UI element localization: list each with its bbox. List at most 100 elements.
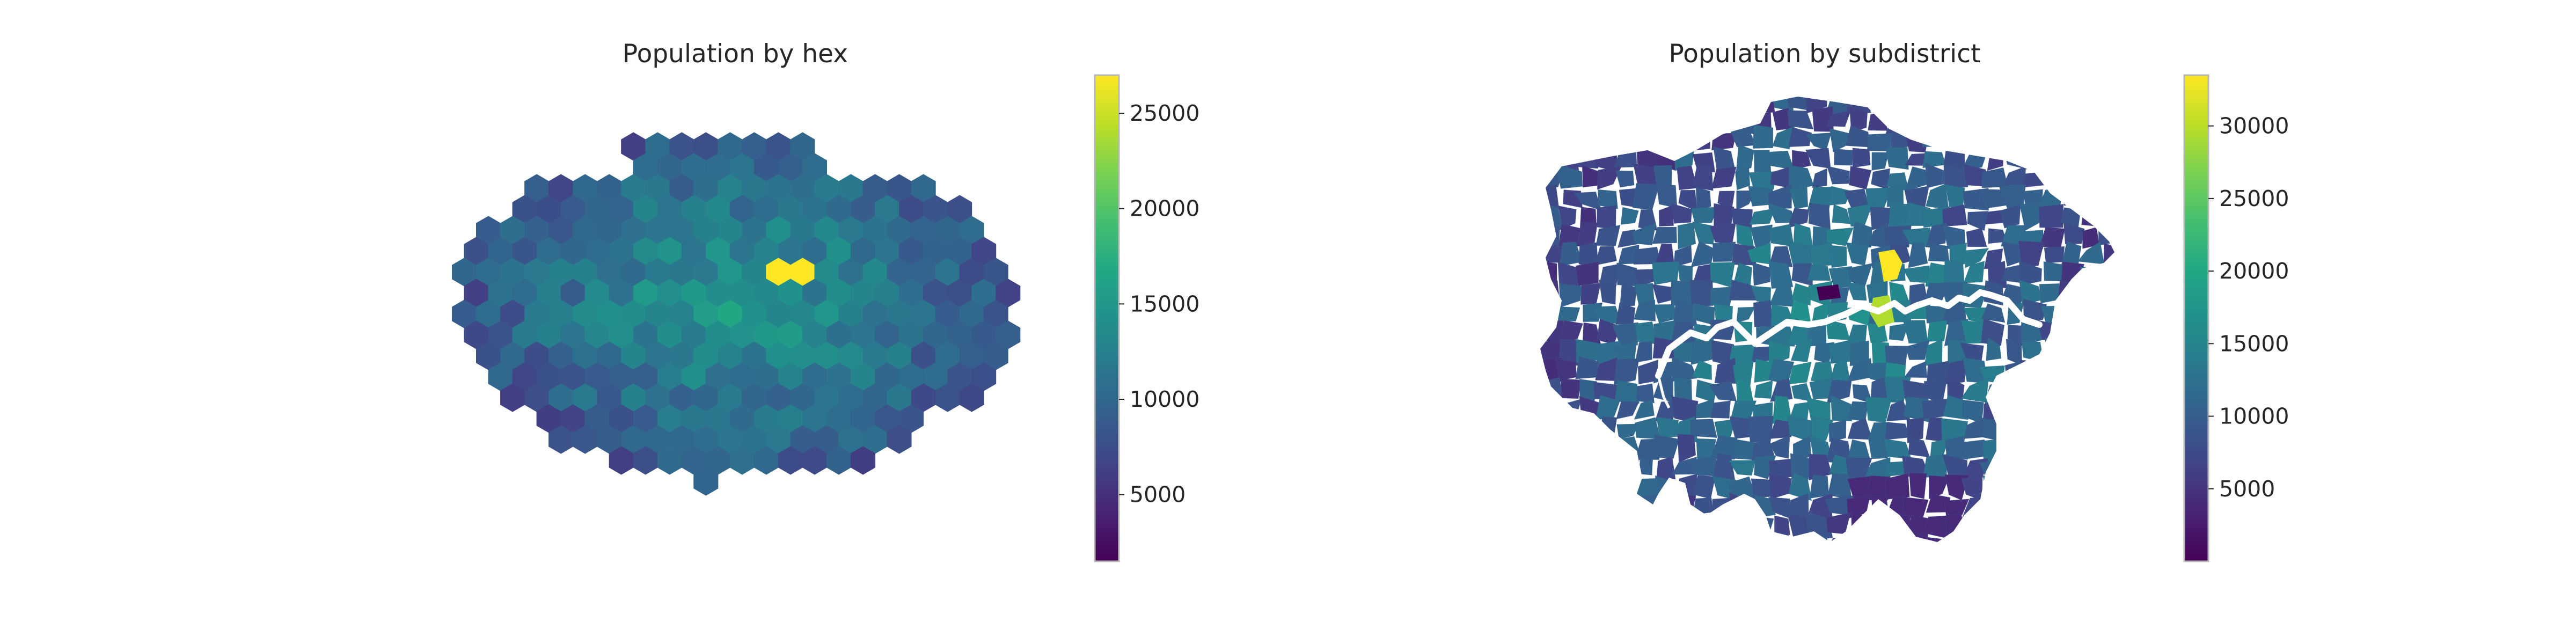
subdistrict [2043, 261, 2065, 282]
subdistrict [1960, 515, 1986, 538]
subdistrict [2077, 149, 2102, 173]
subdistrict [1615, 534, 1637, 542]
hex-map [452, 132, 1021, 496]
subdistrict [1809, 474, 1829, 499]
subdistrict [2095, 321, 2114, 347]
subdistrict [1999, 495, 2026, 518]
subdistrict [2044, 246, 2065, 264]
subdistrict [1595, 435, 1622, 460]
subdistrict [2101, 536, 2114, 542]
subdistrict [1599, 264, 1620, 286]
colorbar-tick-label: 25000 [2219, 186, 2289, 211]
subdistrict [1593, 495, 1620, 519]
subdistrict [1866, 531, 1887, 542]
subdistrict [1554, 163, 1583, 189]
subdistrict [1980, 517, 2008, 536]
subdistrict [1736, 144, 1755, 173]
colorbar-tick-label: 20000 [2219, 258, 2289, 284]
subdistrict [1807, 264, 1831, 281]
subdistrict [1540, 112, 1562, 135]
subdistrict [1651, 261, 1680, 286]
subdistrict [2080, 280, 2105, 306]
colorbar-tick-label: 20000 [1130, 196, 1199, 222]
subdistrict [1791, 283, 1811, 306]
subdistrict [1868, 111, 1887, 131]
subdistrict [1826, 227, 1854, 246]
subdistrict [1944, 499, 1970, 520]
subdistrict [1559, 398, 1582, 423]
subdistrict [1788, 127, 1812, 148]
subdistrict [1981, 125, 2008, 151]
subdistrict [1576, 456, 1600, 477]
subdistrict [1632, 183, 1660, 211]
subdistrict [1961, 475, 1983, 501]
subdistrict [2001, 422, 2023, 438]
subdistrict [1886, 185, 1904, 207]
subdistrict [1618, 473, 1638, 498]
subdistrict [2040, 456, 2065, 477]
subdistrict [1672, 106, 1697, 134]
subdistrict [1692, 497, 1714, 516]
subdistrict [2080, 266, 2104, 283]
subdistrict [2039, 203, 2064, 228]
subdistrict [1692, 106, 1719, 130]
subdistrict [1962, 97, 1986, 112]
subdistrict [1657, 97, 1679, 109]
subdistrict [1924, 163, 1944, 188]
subdistrict [1652, 226, 1678, 244]
subdistrict [1828, 419, 1847, 442]
subdistrict [2021, 341, 2044, 363]
subdistrict [2021, 493, 2042, 514]
subdistrict [1636, 109, 1660, 135]
subdistrict [2098, 207, 2114, 231]
subdistrict [1790, 453, 1812, 480]
subdistrict [1747, 97, 1775, 113]
subdistrict [1632, 493, 1660, 521]
subdistrict [1846, 281, 1867, 301]
subdistrict [1560, 415, 1583, 440]
subdistrict [2098, 399, 2114, 418]
subdistrict [2061, 97, 2084, 115]
subdistrict [2004, 360, 2026, 385]
subdistrict [1617, 229, 1638, 248]
subdistrict [1599, 533, 1621, 542]
subdistrict [1675, 97, 1697, 115]
subdistrict [2059, 112, 2082, 129]
subdistrict [1790, 338, 1813, 362]
subdistrict [1829, 128, 1851, 153]
subdistrict [1769, 435, 1790, 459]
subdistrict [1806, 397, 1831, 421]
subdistrict [1864, 457, 1891, 478]
subdistrict [2039, 283, 2061, 304]
subdistrict [1655, 475, 1673, 496]
subdistrict [2063, 186, 2085, 206]
subdistrict [1596, 109, 1621, 131]
subdistrict [1729, 492, 1752, 516]
subdistrict [2038, 105, 2063, 134]
subdistrict [1884, 438, 1912, 459]
subdistrict [1710, 107, 1735, 133]
subdistrict [1600, 474, 1617, 501]
subdistrict [1694, 513, 1714, 540]
subdistrict [2081, 338, 2099, 364]
subdistrict [1909, 97, 1928, 114]
subdistrict [1657, 105, 1673, 128]
subdistrict [2058, 301, 2085, 328]
subdistrict [1967, 211, 1989, 231]
subdistrict [1922, 131, 1945, 148]
subdistrict-map [1540, 97, 2114, 542]
subdistrict [2019, 519, 2046, 536]
subdistrict [1845, 531, 1871, 542]
subdistrict [1540, 441, 1562, 463]
subdistrict [2079, 299, 2103, 326]
subdistrict [1923, 97, 1948, 114]
subdistrict [1713, 241, 1736, 262]
subdistrict [1577, 97, 1597, 108]
subdistrict [1555, 111, 1580, 134]
subdistrict [2021, 111, 2043, 130]
subdistrict [1541, 459, 1561, 479]
river-tributary [1657, 375, 1671, 409]
subdistrict [1711, 166, 1737, 189]
subdistrict [2059, 494, 2083, 519]
